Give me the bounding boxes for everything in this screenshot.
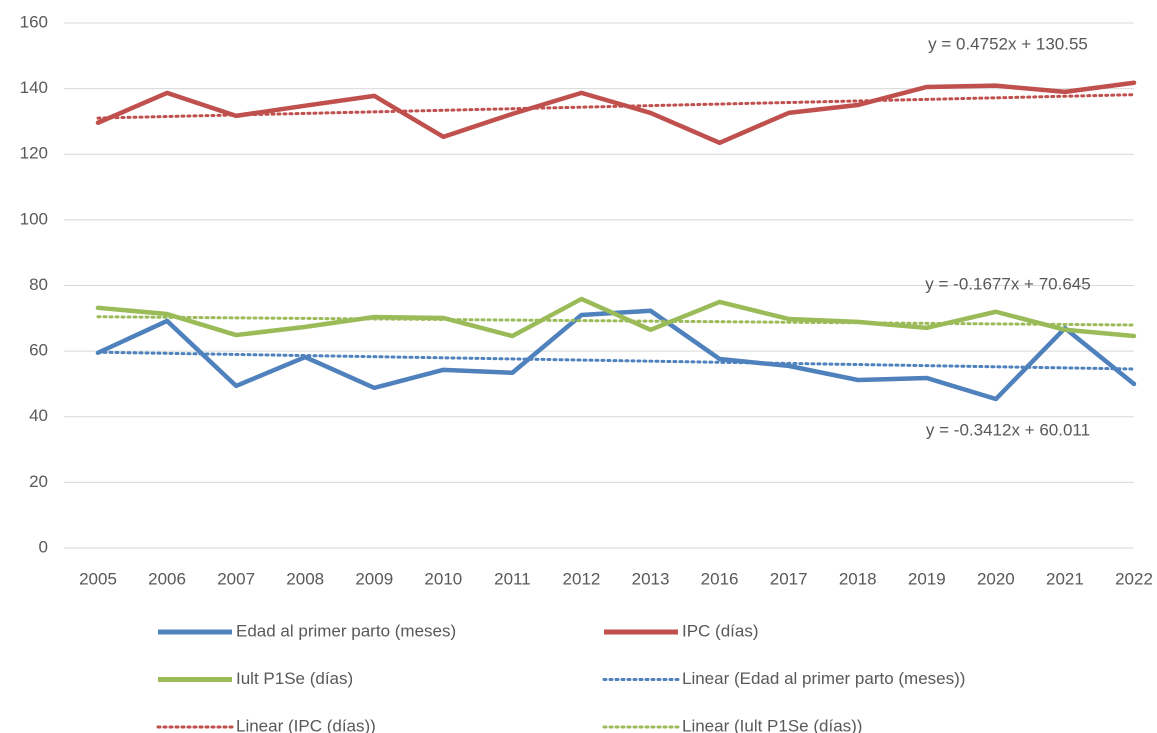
data-line (95, 80, 1137, 146)
y-tick-label: 20 (29, 472, 48, 491)
trendline (96, 93, 1136, 120)
legend-label: Linear (IPC (días)) (236, 716, 376, 733)
trendline-equation: y = -0.3412x + 60.011 (926, 420, 1090, 439)
legend-label: IPC (días) (682, 621, 759, 640)
trendline (96, 350, 1136, 371)
legend-label: Linear (Iult P1Se (días)) (682, 716, 862, 733)
y-tick-label: 140 (20, 78, 48, 97)
x-tick-label: 2011 (494, 569, 531, 588)
x-tick-label: 2022 (1115, 569, 1153, 588)
y-tick-label: 100 (20, 209, 48, 228)
legend-label: Iult P1Se (días) (236, 669, 353, 688)
x-tick-label: 2016 (701, 569, 739, 588)
trendline-equation: y = 0.4752x + 130.55 (928, 34, 1088, 53)
trendline (96, 315, 1136, 327)
y-tick-label: 80 (29, 275, 48, 294)
x-tick-label: 2008 (286, 569, 324, 588)
x-tick-label: 2012 (563, 569, 601, 588)
y-tick-label: 160 (20, 12, 48, 31)
x-tick-label: 2010 (424, 569, 462, 588)
legend-label: Linear (Edad al primer parto (meses)) (682, 669, 965, 688)
x-tick-label: 2021 (1046, 569, 1084, 588)
y-tick-label: 0 (39, 537, 48, 556)
data-line (95, 296, 1137, 339)
x-tick-label: 2007 (217, 569, 255, 588)
x-tick-label: 2009 (355, 569, 393, 588)
y-tick-label: 120 (20, 144, 48, 163)
x-tick-label: 2020 (977, 569, 1015, 588)
x-tick-label: 2017 (770, 569, 808, 588)
x-tick-label: 2019 (908, 569, 946, 588)
legend-label: Edad al primer parto (meses) (236, 621, 456, 640)
trendline-equation: y = -0.1677x + 70.645 (925, 274, 1090, 293)
x-tick-label: 2005 (79, 569, 117, 588)
y-tick-label: 60 (29, 341, 48, 360)
x-tick-label: 2018 (839, 569, 877, 588)
x-tick-label: 2006 (148, 569, 186, 588)
y-tick-label: 40 (29, 406, 48, 425)
x-tick-label: 2013 (632, 569, 670, 588)
